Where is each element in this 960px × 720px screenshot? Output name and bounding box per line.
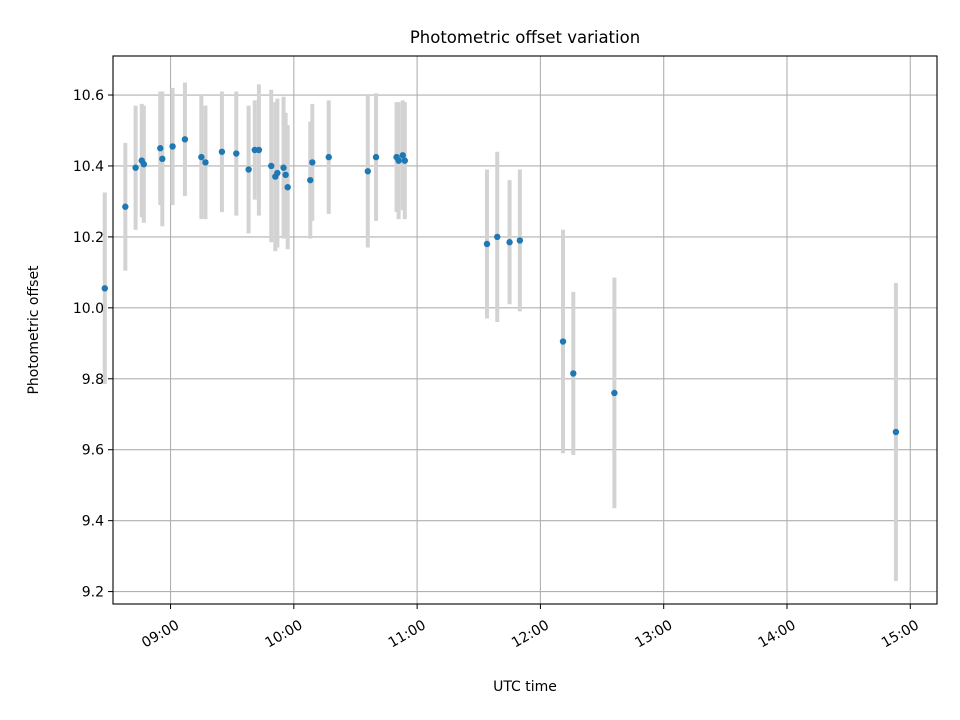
data-point (233, 150, 240, 157)
y-tick-label: 10.4 (73, 159, 104, 175)
data-points (101, 136, 900, 436)
data-point (218, 148, 226, 155)
data-point (559, 338, 567, 345)
gridlines (113, 56, 937, 604)
data-point (401, 157, 408, 164)
y-tick-label: 9.6 (82, 443, 104, 459)
data-point (372, 153, 380, 161)
data-point (169, 143, 176, 150)
y-tick-label: 10.6 (73, 88, 104, 104)
data-point (399, 152, 406, 159)
data-point (284, 184, 291, 191)
y-tick-label: 9.8 (82, 372, 104, 388)
data-point (611, 389, 618, 397)
data-point (309, 159, 316, 166)
data-point (892, 428, 900, 436)
x-axis-label: UTC time (493, 679, 557, 695)
data-point (101, 285, 108, 292)
data-point (307, 176, 314, 184)
data-point (395, 157, 402, 164)
data-point (122, 203, 129, 210)
data-point (570, 370, 577, 377)
data-point (157, 145, 164, 152)
data-point (494, 233, 501, 241)
data-point (364, 168, 372, 175)
y-axis-label: Photometric offset (26, 265, 42, 395)
plot-frame (112, 55, 938, 605)
data-point (274, 169, 281, 177)
data-point (268, 162, 275, 170)
chart-title: Photometric offset variation (410, 28, 640, 47)
data-point (181, 136, 189, 143)
data-point (198, 153, 205, 161)
data-point (282, 171, 289, 179)
data-point (506, 239, 513, 246)
data-point (159, 155, 166, 163)
data-point (483, 240, 491, 248)
data-point (325, 153, 332, 161)
data-point (280, 164, 287, 171)
data-point (255, 146, 263, 154)
data-point (202, 159, 209, 166)
data-point (140, 160, 148, 168)
y-tick-label: 9.2 (82, 585, 104, 601)
data-point (132, 164, 139, 171)
y-tick-label: 9.4 (82, 514, 104, 530)
data-point (516, 237, 524, 244)
data-point (245, 166, 252, 173)
y-tick-label: 10.0 (73, 301, 104, 317)
y-tick-label: 10.2 (73, 230, 104, 246)
